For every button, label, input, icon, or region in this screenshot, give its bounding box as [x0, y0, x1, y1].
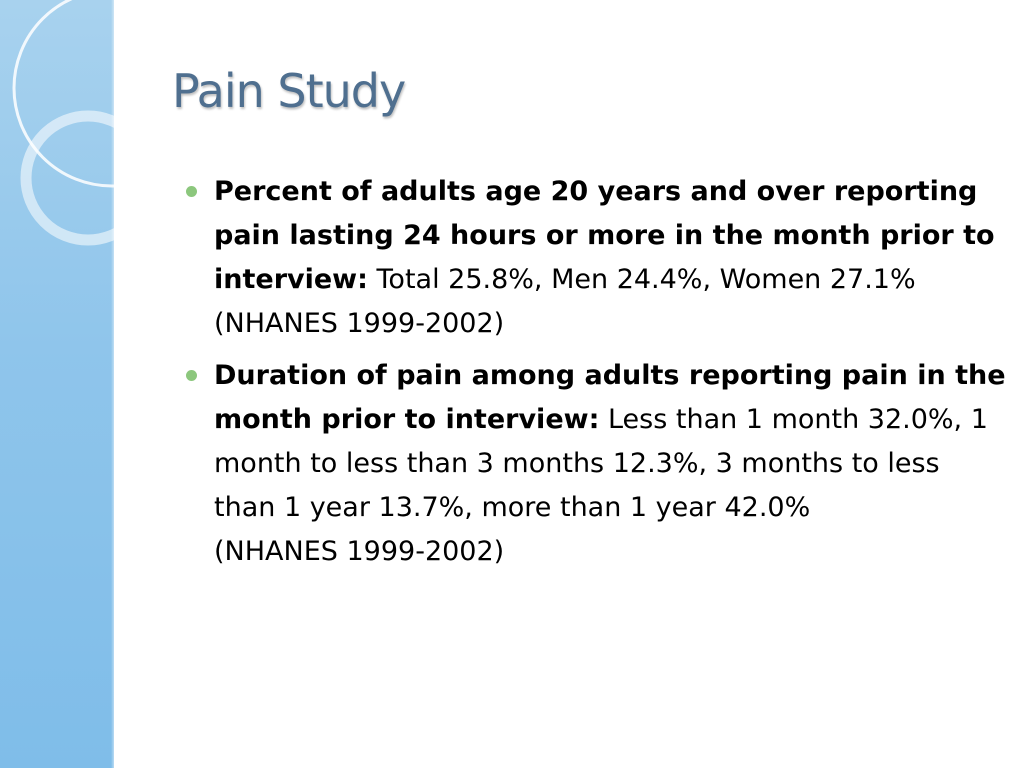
bullet-dot-icon	[186, 370, 197, 381]
slide-title: Pain Study	[172, 64, 406, 118]
bullet-detail-text: Less than 1 month 32.0%, 1 month to less…	[214, 404, 988, 523]
bullet-item: Percent of adults age 20 years and over …	[186, 170, 1006, 346]
decorative-circle-ring	[20, 110, 114, 246]
bullet-item: Duration of pain among adults reporting …	[186, 354, 1006, 574]
bullet-list: Percent of adults age 20 years and over …	[186, 170, 1006, 582]
decorative-side-band	[0, 0, 114, 768]
bullet-lead-text: Duration of pain among adults reporting …	[214, 360, 1006, 435]
bullet-source-text: (NHANES 1999-2002)	[214, 536, 505, 567]
bullet-dot-icon	[186, 186, 197, 197]
bullet-lead-text: Percent of adults age 20 years and over …	[214, 176, 995, 295]
bullet-detail-text: Total 25.8%, Men 24.4%, Women 27.1%	[376, 264, 916, 295]
bullet-source-text: (NHANES 1999-2002)	[214, 308, 505, 339]
decorative-circles	[12, 0, 114, 246]
